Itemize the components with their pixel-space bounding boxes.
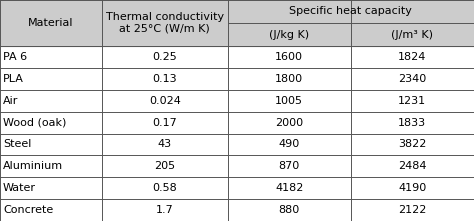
Text: Steel: Steel <box>3 139 31 149</box>
Text: 2484: 2484 <box>398 161 427 171</box>
Text: 2340: 2340 <box>398 74 427 84</box>
Text: 1600: 1600 <box>275 52 303 62</box>
Text: Water: Water <box>3 183 36 193</box>
Text: 2122: 2122 <box>398 205 427 215</box>
Text: 880: 880 <box>279 205 300 215</box>
Text: Wood (oak): Wood (oak) <box>3 118 66 128</box>
Text: PA 6: PA 6 <box>3 52 27 62</box>
Text: 1824: 1824 <box>398 52 427 62</box>
Text: (J/m³ K): (J/m³ K) <box>392 29 433 40</box>
Text: 2000: 2000 <box>275 118 303 128</box>
Text: 0.024: 0.024 <box>149 96 181 106</box>
Text: 4182: 4182 <box>275 183 303 193</box>
Text: 0.13: 0.13 <box>153 74 177 84</box>
Text: (J/kg K): (J/kg K) <box>269 29 309 40</box>
Text: Thermal conductivity
at 25°C (W/m K): Thermal conductivity at 25°C (W/m K) <box>106 12 224 34</box>
Text: 490: 490 <box>279 139 300 149</box>
Text: 1231: 1231 <box>398 96 427 106</box>
Text: Specific heat capacity: Specific heat capacity <box>289 6 412 17</box>
Text: PLA: PLA <box>3 74 24 84</box>
Text: 0.25: 0.25 <box>152 52 177 62</box>
Text: 1.7: 1.7 <box>156 205 173 215</box>
Text: 0.17: 0.17 <box>152 118 177 128</box>
Text: Aluminium: Aluminium <box>3 161 63 171</box>
Text: Air: Air <box>3 96 18 106</box>
Text: 3822: 3822 <box>398 139 427 149</box>
Text: 43: 43 <box>158 139 172 149</box>
Text: 0.58: 0.58 <box>152 183 177 193</box>
Text: 4190: 4190 <box>398 183 427 193</box>
Text: 205: 205 <box>154 161 175 171</box>
Bar <box>0 0 474 46</box>
Text: 870: 870 <box>279 161 300 171</box>
Text: Concrete: Concrete <box>3 205 53 215</box>
Text: 1005: 1005 <box>275 96 303 106</box>
Text: 1833: 1833 <box>398 118 427 128</box>
Text: 1800: 1800 <box>275 74 303 84</box>
Text: Material: Material <box>28 18 73 28</box>
